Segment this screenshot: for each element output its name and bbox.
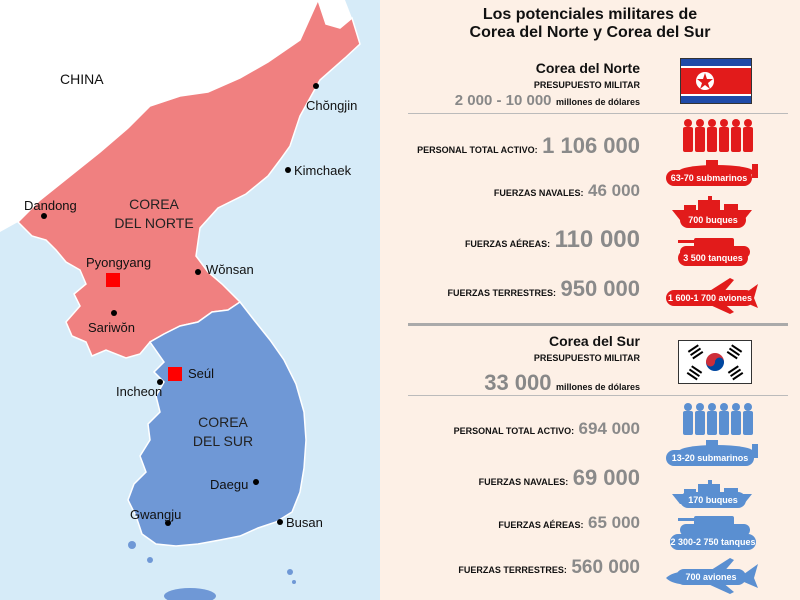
north-stat-label: FUERZAS NAVALES: bbox=[493, 188, 584, 198]
tank-icon bbox=[678, 516, 750, 536]
north-flag-svg bbox=[681, 59, 751, 103]
china-label: CHINA bbox=[60, 71, 104, 87]
south-budget-value: 33 000 bbox=[484, 370, 552, 395]
korea-map: CHINA Chŏngjin Kimchaek Dandong Pyongyan… bbox=[0, 0, 380, 600]
soldiers-icon bbox=[683, 403, 753, 435]
south-stat-ground: FUERZAS TERRESTRES: 560 000 bbox=[458, 557, 640, 579]
north-korea-label-line2: DEL NORTE bbox=[114, 215, 194, 231]
north-stat-label: PERSONAL TOTAL ACTIVO: bbox=[417, 145, 538, 155]
city-label-wonsan: Wŏnsan bbox=[206, 262, 254, 277]
north-stat-label: FUERZAS AÉREAS: bbox=[464, 239, 551, 249]
north-stat-naval: FUERZAS NAVALES: 46 000 bbox=[494, 181, 640, 201]
south-stat-label: FUERZAS NAVALES: bbox=[478, 477, 569, 487]
north-stat-personal: PERSONAL TOTAL ACTIVO: 1 106 000 bbox=[417, 133, 640, 159]
north-korea-region bbox=[16, 0, 361, 359]
north-badge-tanks: 3 500 tanques bbox=[678, 250, 748, 266]
north-stat-value: 950 000 bbox=[560, 276, 640, 301]
north-stat-value: 46 000 bbox=[588, 181, 640, 200]
map-svg bbox=[0, 0, 380, 600]
city-label-daegu: Daegu bbox=[210, 477, 249, 492]
south-stat-value: 69 000 bbox=[572, 465, 640, 490]
stats-panel: Los potenciales militares de Corea del N… bbox=[380, 0, 800, 600]
city-dot-dandong bbox=[41, 213, 47, 219]
north-budget-value: 2 000 - 10 000 bbox=[454, 92, 552, 109]
separator bbox=[408, 395, 788, 396]
north-badge-ships: 700 buques bbox=[680, 212, 746, 228]
jeju-island bbox=[164, 588, 216, 600]
city-label-gwangju: Gwangju bbox=[130, 507, 182, 522]
south-stat-value: 694 000 bbox=[578, 419, 640, 438]
title-line2: Corea del Norte y Corea del Sur bbox=[469, 24, 711, 41]
south-stat-label: FUERZAS AÉREAS: bbox=[498, 520, 584, 530]
south-stat-value: 560 000 bbox=[571, 557, 640, 578]
south-korea-flag bbox=[678, 340, 752, 384]
city-dot-sariwon bbox=[111, 310, 117, 316]
north-korea-flag bbox=[680, 58, 752, 104]
city-label-sariwon: Sariwŏn bbox=[88, 320, 135, 335]
south-budget-label: PRESUPUESTO MILITAR bbox=[533, 353, 640, 363]
south-korea-label-line1: COREA bbox=[198, 414, 248, 430]
north-stat-label: FUERZAS TERRESTRES: bbox=[447, 288, 557, 298]
island bbox=[128, 541, 136, 549]
city-label-chongjin: Chŏngjin bbox=[306, 98, 358, 113]
capital-marker-seul bbox=[168, 367, 182, 381]
south-stat-label: PERSONAL TOTAL ACTIVO: bbox=[453, 426, 575, 436]
north-country-name: Corea del Norte bbox=[535, 60, 640, 76]
north-budget-unit: millones de dólares bbox=[555, 97, 640, 107]
south-budget-unit: millones de dólares bbox=[555, 382, 640, 392]
south-badge-aircraft: 700 aviones bbox=[676, 569, 746, 585]
south-flag-svg bbox=[679, 341, 751, 383]
china-land bbox=[0, 0, 322, 232]
north-budget-label: PRESUPUESTO MILITAR bbox=[533, 80, 640, 90]
south-country-name: Corea del Sur bbox=[548, 333, 640, 349]
city-label-incheon: Incheon bbox=[116, 384, 163, 399]
city-label-busan: Busan bbox=[286, 515, 323, 530]
city-dot-busan bbox=[277, 519, 283, 525]
russia-land bbox=[318, 0, 352, 28]
city-label-kimchaek: Kimchaek bbox=[294, 163, 352, 178]
city-label-pyongyang: Pyongyang bbox=[86, 255, 152, 270]
south-badge-ships: 170 buques bbox=[680, 492, 746, 508]
south-badge-submarines: 13-20 submarinos bbox=[666, 450, 754, 466]
south-stat-value: 65 000 bbox=[588, 513, 640, 532]
island bbox=[147, 557, 153, 563]
south-stat-naval: FUERZAS NAVALES: 69 000 bbox=[479, 465, 640, 491]
capital-marker-pyongyang bbox=[106, 273, 120, 287]
north-korea-label: COREA DEL NORTE bbox=[96, 195, 212, 233]
city-dot-chongjin bbox=[313, 83, 319, 89]
south-korea-label: COREA DEL SUR bbox=[168, 413, 278, 451]
island bbox=[292, 580, 296, 584]
north-korea-label-line1: COREA bbox=[129, 196, 179, 212]
north-badge-submarines: 63-70 submarinos bbox=[666, 170, 752, 186]
south-budget: 33 000 millones de dólares bbox=[484, 370, 640, 396]
north-budget: 2 000 - 10 000 millones de dólares bbox=[455, 92, 640, 110]
north-stat-value: 1 106 000 bbox=[542, 133, 640, 158]
city-label-dandong: Dandong bbox=[24, 198, 77, 213]
island bbox=[287, 569, 293, 575]
city-dot-gwangju bbox=[165, 520, 171, 526]
south-stat-personal: PERSONAL TOTAL ACTIVO: 694 000 bbox=[454, 419, 640, 439]
city-dot-kimchaek bbox=[285, 167, 291, 173]
south-badge-tanks: 2 300-2 750 tanques bbox=[670, 534, 756, 550]
title-line1: Los potenciales militares de bbox=[482, 6, 698, 23]
city-label-seul: Seúl bbox=[188, 366, 215, 381]
north-badge-aircraft: 1 600-1 700 aviones bbox=[666, 290, 754, 306]
city-dot-incheon bbox=[157, 379, 163, 385]
city-dot-daegu bbox=[253, 479, 259, 485]
south-stat-air: FUERZAS AÉREAS: 65 000 bbox=[498, 513, 640, 533]
soldiers-icon bbox=[683, 119, 753, 152]
separator bbox=[408, 113, 788, 114]
south-korea-region bbox=[127, 300, 307, 547]
north-stat-ground: FUERZAS TERRESTRES: 950 000 bbox=[448, 276, 641, 302]
north-stat-value: 110 000 bbox=[554, 226, 640, 253]
north-stat-air: FUERZAS AÉREAS: 110 000 bbox=[465, 226, 640, 254]
section-divider bbox=[408, 323, 788, 326]
south-stat-label: FUERZAS TERRESTRES: bbox=[458, 565, 567, 575]
city-dot-wonsan bbox=[195, 269, 201, 275]
south-korea-label-line2: DEL SUR bbox=[192, 433, 254, 449]
